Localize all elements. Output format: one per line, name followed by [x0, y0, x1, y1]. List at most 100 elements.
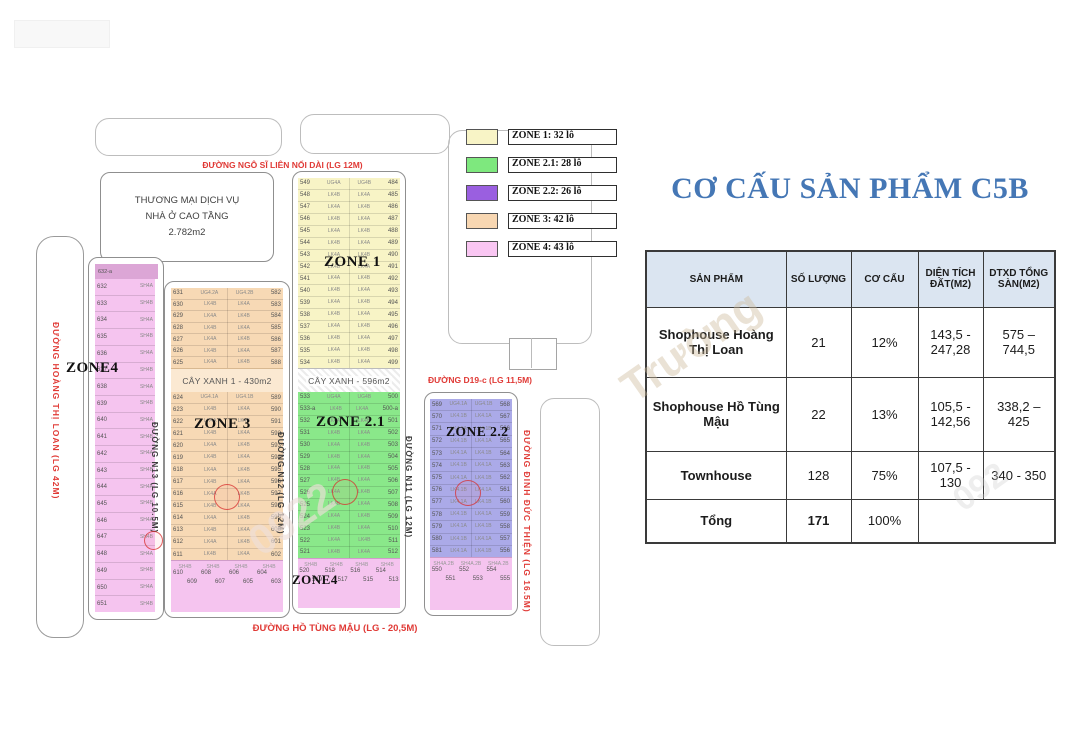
lot-number: 540 [300, 287, 311, 294]
col-header-land-area: DIỆN TÍCH ĐẤT(M2) [917, 250, 984, 308]
zone1-label: ZONE 1 [324, 254, 381, 270]
lot-row: 634 SH4A [95, 312, 155, 330]
lot-type: LK4B [357, 465, 371, 472]
lot-row: 531 LK4B LK4A 502 [298, 428, 400, 440]
lot-number: 514 [375, 568, 386, 574]
lot-number: 533-a [300, 406, 316, 413]
lot-type: LK4B [357, 489, 371, 496]
lot-number: 625 [173, 359, 184, 366]
strip-number-row: 550 551 552 553 554 555 [430, 567, 512, 582]
lot-type: LK4B [204, 430, 217, 437]
lot-number: 633 [97, 300, 108, 307]
lot-type: LK4A [357, 429, 371, 436]
lot-row: 535 LK4A LK4B 498 [298, 345, 400, 358]
lot-number: 569 [432, 401, 443, 408]
lot-type: LK4B [357, 227, 371, 234]
lot-number: 578 [432, 511, 443, 518]
intersection-notch-line [531, 338, 532, 368]
lot-row: 546 LK4B LK4A 487 [298, 214, 400, 226]
lot-number: 493 [387, 287, 398, 294]
lot-row: 544 LK4B LK4A 489 [298, 238, 400, 250]
lot-number: 611 [173, 551, 183, 558]
lot-row: 645 SH4B [95, 496, 155, 513]
lot-number: 558 [499, 523, 510, 530]
lot-number: 502 [387, 430, 398, 437]
lot-number: 541 [300, 275, 311, 282]
lot-number: 619 [173, 454, 184, 461]
lot-row: 530 LK4A LK4B 503 [298, 440, 400, 452]
lot-type: UG4.1B [235, 394, 254, 401]
lot-row: 611 LK4B LK4A 602 [171, 549, 283, 560]
lot-number: 513 [388, 577, 399, 583]
lot-type: LK4.1A [475, 437, 492, 444]
lot-number: 510 [387, 525, 398, 532]
zone3-bottom-lots: 624 UG4.1A UG4.1B 589 623 LK4B LK4A 590 622 LK4A L… [171, 392, 283, 560]
lot-type: LK4.1A [450, 425, 467, 432]
lot-number: 533 [300, 394, 311, 401]
lot-number: 630 [173, 301, 184, 308]
lot-row: 539 LK4A LK4B 494 [298, 297, 400, 310]
lot-number: 602 [270, 551, 281, 558]
cell-floor-area: 338,2 – 425 [982, 376, 1056, 452]
lot-type: SH4A [139, 450, 153, 457]
lot-number: 645 [97, 500, 108, 507]
cell-total-ratio: 100% [850, 498, 919, 544]
street-hoang-thi-loan: ĐƯỜNG HOÀNG THỊ LOAN (LG 42M) [51, 322, 61, 500]
lot-type: LK4A [327, 227, 341, 234]
lot-type: LK4.1A [450, 474, 467, 481]
lot-type: LK4B [327, 215, 341, 222]
lot-number: 490 [387, 252, 398, 259]
lot-type: LK4A [356, 405, 369, 412]
table-row: Shophouse Hoàng Thị Loan 21 12% 143,5 - … [645, 306, 1056, 378]
zone22-swatch [466, 185, 498, 201]
lot-number: 548 [300, 192, 311, 199]
lot-type: LK4B [358, 537, 371, 544]
lot-row: 614 LK4A LK4B 599 [171, 513, 283, 525]
lot-number: 494 [387, 299, 398, 306]
lot-number: 532 [300, 418, 311, 425]
lot-number: 505 [387, 465, 398, 472]
lot-number: 621 [173, 430, 184, 437]
lot-type: LK4A [204, 336, 217, 343]
cell-quantity: 21 [785, 306, 852, 378]
lot-type: LK4A [237, 301, 250, 308]
lot-number: 617 [173, 479, 184, 486]
road-outline-fragment [95, 118, 282, 156]
lot-type: SH4A [139, 416, 153, 423]
lot-type: SH4A [139, 517, 153, 524]
lot-type: SH4A [139, 316, 153, 323]
lot-number: 596 [270, 479, 281, 486]
lot-type: LK4B [327, 263, 341, 270]
lot-number: 637 [97, 367, 108, 374]
lot-type: LK4B [237, 538, 250, 545]
lot-number: 585 [270, 325, 281, 332]
lot-type: LK4A [357, 359, 371, 366]
lot-number: 593 [270, 442, 281, 449]
cell-land-area: 143,5 - 247,28 [917, 306, 984, 378]
lot-type: SH4A [139, 550, 153, 557]
lot-number: 594 [270, 454, 281, 461]
lot-type: LK4B [204, 454, 217, 461]
lot-type: LK4.1B [450, 413, 467, 420]
lot-type: UG4.1A [449, 401, 468, 408]
lot-number: 629 [173, 313, 184, 320]
site-plan-map: THƯƠNG MẠI DỊCH VỤ NHÀ Ở CAO TẦNG 2.782m… [14, 20, 617, 646]
lot-row: 574 LK4.1B LK4.1A 563 [430, 460, 512, 473]
lot-row: 640 SH4A [95, 413, 155, 430]
green-area-2: CÂY XANH - 596m2 [298, 368, 400, 394]
lot-type: LK4B [204, 502, 217, 509]
lot-type: SH4B [139, 300, 153, 307]
lot-type: LK4B [327, 287, 341, 294]
lot-number: 550 [431, 567, 442, 573]
lot-type: LK4B [204, 324, 217, 331]
lot-row: 615 LK4B LK4A 598 [171, 501, 283, 513]
lot-number: 529 [300, 454, 311, 461]
lot-number: 571 [432, 426, 443, 433]
lot-number: 628 [173, 325, 184, 332]
lot-type: SH4B [329, 562, 343, 568]
table-header-row: SẢN PHẨM SỐ LƯỢNG CƠ CẤU DIỆN TÍCH ĐẤT(M… [645, 250, 1056, 308]
lot-type: LK4.1B [450, 462, 467, 469]
lot-type: LK4A [327, 323, 341, 330]
lot-type: LK4.1A [475, 413, 492, 420]
lot-type: LK4.1B [450, 437, 467, 444]
